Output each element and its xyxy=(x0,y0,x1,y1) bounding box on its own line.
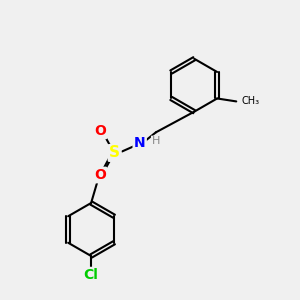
Text: Cl: Cl xyxy=(84,268,98,282)
Text: N: N xyxy=(134,136,146,150)
Text: CH₃: CH₃ xyxy=(242,96,260,106)
Text: O: O xyxy=(94,124,106,138)
Text: O: O xyxy=(94,168,106,182)
Text: H: H xyxy=(152,136,160,146)
Text: S: S xyxy=(109,146,120,160)
